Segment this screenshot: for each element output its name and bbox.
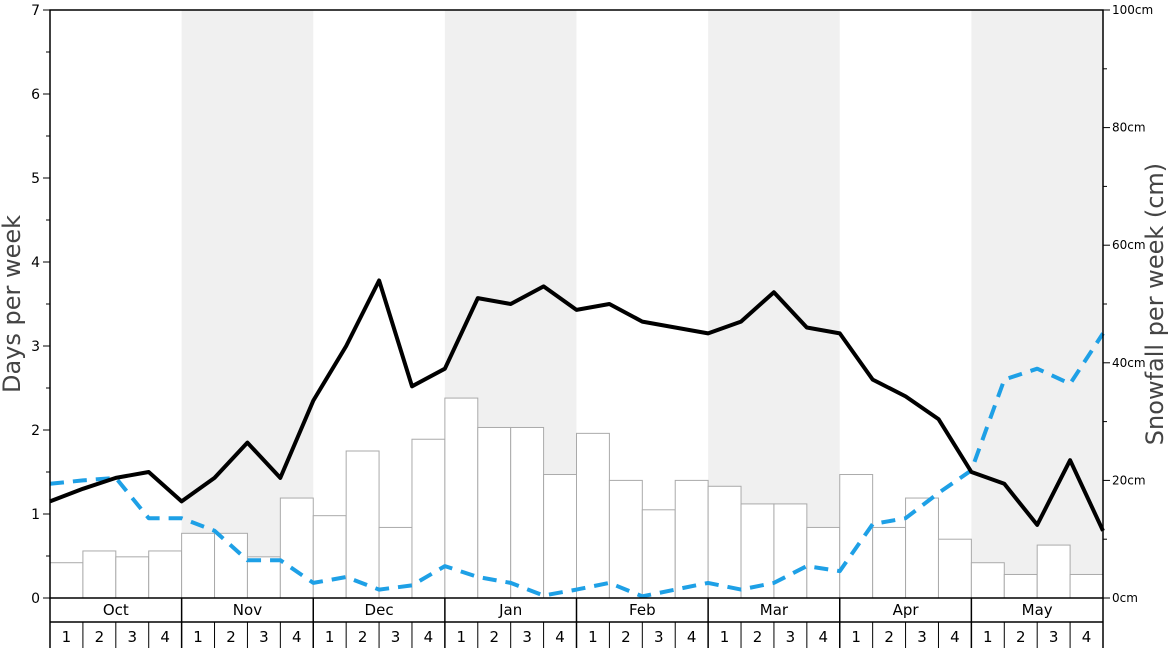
week-label: 1 bbox=[851, 628, 861, 646]
snowfall-bar bbox=[510, 426, 545, 599]
snowfall-bar bbox=[641, 509, 676, 599]
left-tick-label: 1 bbox=[31, 507, 40, 523]
month-label: Nov bbox=[233, 601, 262, 619]
snowfall-bar bbox=[49, 562, 84, 599]
week-label: 3 bbox=[127, 628, 137, 646]
snowfall-bar bbox=[181, 532, 216, 599]
snowfall-bar bbox=[773, 503, 808, 599]
snowfall-bar bbox=[839, 474, 874, 599]
left-tick-label: 4 bbox=[31, 255, 40, 271]
week-label: 3 bbox=[786, 628, 796, 646]
snowfall-bar bbox=[312, 515, 347, 599]
week-label: 4 bbox=[819, 628, 829, 646]
month-label: Feb bbox=[629, 601, 656, 619]
week-label: 3 bbox=[917, 628, 927, 646]
week-label: 2 bbox=[621, 628, 631, 646]
week-label: 4 bbox=[160, 628, 170, 646]
month-label: May bbox=[1022, 601, 1053, 619]
week-label: 2 bbox=[95, 628, 105, 646]
snowfall-bar bbox=[576, 432, 610, 599]
week-label: 2 bbox=[884, 628, 894, 646]
week-label: 2 bbox=[489, 628, 499, 646]
week-label: 3 bbox=[522, 628, 532, 646]
left-tick-label: 2 bbox=[31, 423, 40, 439]
snowfall-bar bbox=[1069, 573, 1104, 599]
week-label: 1 bbox=[325, 628, 335, 646]
left-tick-label: 7 bbox=[31, 3, 40, 19]
week-label: 3 bbox=[1049, 628, 1059, 646]
week-label: 2 bbox=[358, 628, 368, 646]
right-tick-label: 100cm bbox=[1112, 3, 1153, 17]
snowfall-bar bbox=[970, 562, 1005, 599]
snowfall-bar bbox=[279, 497, 314, 599]
week-label: 3 bbox=[654, 628, 664, 646]
left-tick-label: 6 bbox=[31, 87, 40, 103]
snowfall-bar bbox=[543, 474, 577, 599]
snowfall-bar bbox=[214, 532, 248, 599]
snowfall-bar bbox=[937, 538, 972, 599]
left-axis-title: Days per week bbox=[0, 215, 26, 393]
dashed-day-line bbox=[49, 332, 1105, 599]
right-tick-label: 40cm bbox=[1112, 356, 1146, 370]
left-tick-label: 0 bbox=[31, 591, 40, 607]
week-label: 4 bbox=[555, 628, 565, 646]
snowfall-bar bbox=[707, 485, 742, 599]
snowfall-bar bbox=[806, 526, 841, 599]
week-label: 1 bbox=[720, 628, 730, 646]
week-label: 2 bbox=[226, 628, 236, 646]
snowfall-bar bbox=[1036, 544, 1071, 599]
month-label: Jan bbox=[498, 601, 522, 619]
week-label: 4 bbox=[424, 628, 434, 646]
month-label: Mar bbox=[760, 601, 789, 619]
month-label: Oct bbox=[103, 601, 129, 619]
month-shade-may bbox=[971, 10, 1103, 598]
right-tick-label: 20cm bbox=[1112, 473, 1146, 487]
week-label: 1 bbox=[588, 628, 598, 646]
snowfall-bar bbox=[82, 550, 117, 599]
snowfall-bar bbox=[740, 503, 775, 599]
snowfall-bar bbox=[345, 450, 380, 599]
week-label: 1 bbox=[193, 628, 203, 646]
snowfall-bar bbox=[115, 556, 150, 599]
week-label: 1 bbox=[62, 628, 72, 646]
snowfall-bar bbox=[148, 550, 183, 599]
left-axis: 0 1 2 3 4 5 6 7 bbox=[31, 3, 50, 607]
snowfall-bar bbox=[674, 479, 709, 599]
snowfall-bar bbox=[1003, 573, 1038, 599]
left-tick-label: 5 bbox=[31, 171, 40, 187]
week-label: 3 bbox=[391, 628, 401, 646]
snowfall-bar bbox=[411, 438, 446, 599]
snowfall-bar bbox=[477, 426, 512, 599]
snowfall-bar bbox=[872, 526, 907, 599]
solid-day-line bbox=[49, 278, 1105, 532]
week-label: 4 bbox=[1082, 628, 1092, 646]
snowfall-bars bbox=[49, 397, 1104, 599]
month-label: Apr bbox=[893, 601, 920, 619]
right-axis: 0cm 20cm 40cm 60cm 80cm 100cm bbox=[1103, 3, 1153, 605]
week-label: 4 bbox=[687, 628, 697, 646]
snowfall-bar bbox=[246, 556, 281, 599]
right-tick-label: 80cm bbox=[1112, 121, 1146, 135]
day-lines bbox=[49, 278, 1105, 599]
week-label: 3 bbox=[259, 628, 269, 646]
right-axis-title: Snowfall per week (cm) bbox=[1141, 163, 1168, 445]
week-label: 2 bbox=[753, 628, 763, 646]
month-axis: Oct Nov Dec Jan Feb Mar Apr May bbox=[49, 598, 1104, 623]
week-label: 4 bbox=[292, 628, 302, 646]
week-axis: 1 2 3 4 1 2 3 4 1 2 3 4 1 2 3 4 1 2 3 4 1 2 3 4 1 2 3 4 1 2 3 4 bbox=[49, 622, 1104, 648]
week-label: 2 bbox=[1016, 628, 1026, 646]
left-tick-label: 3 bbox=[31, 339, 40, 355]
right-tick-label: 60cm bbox=[1112, 238, 1146, 252]
month-label: Dec bbox=[365, 601, 394, 619]
week-label: 1 bbox=[457, 628, 467, 646]
week-label: 4 bbox=[950, 628, 960, 646]
right-tick-label: 0cm bbox=[1112, 591, 1138, 605]
week-label: 1 bbox=[983, 628, 993, 646]
snowfall-bar bbox=[608, 479, 643, 599]
